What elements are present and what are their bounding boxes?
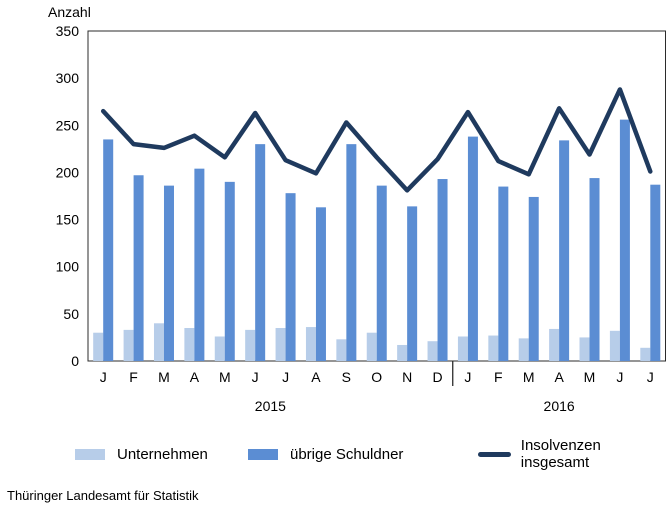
svg-text:200: 200 xyxy=(56,164,80,180)
unternehmen-swatch-icon xyxy=(75,448,105,460)
svg-text:M: M xyxy=(523,369,535,385)
legend-label: Unternehmen xyxy=(117,445,208,463)
svg-text:J: J xyxy=(616,369,623,385)
svg-text:J: J xyxy=(464,369,471,385)
svg-text:F: F xyxy=(494,369,503,385)
chart-legend: Unternehmen übrige Schuldner Insolvenzen… xyxy=(0,437,668,471)
svg-text:50: 50 xyxy=(63,306,79,322)
svg-text:M: M xyxy=(158,369,170,385)
legend-label: übrige Schuldner xyxy=(290,445,404,463)
svg-text:150: 150 xyxy=(56,212,80,228)
svg-text:300: 300 xyxy=(56,70,80,86)
svg-text:2015: 2015 xyxy=(255,398,286,414)
svg-text:A: A xyxy=(311,369,321,385)
legend-item-unternehmen: Unternehmen xyxy=(75,441,208,467)
svg-text:0: 0 xyxy=(71,353,79,369)
svg-text:F: F xyxy=(129,369,138,385)
svg-text:O: O xyxy=(371,369,382,385)
svg-text:J: J xyxy=(647,369,654,385)
y-axis-title: Anzahl xyxy=(48,4,91,20)
svg-text:250: 250 xyxy=(56,117,80,133)
svg-text:100: 100 xyxy=(56,259,80,275)
svg-text:J: J xyxy=(252,369,259,385)
svg-text:J: J xyxy=(100,369,107,385)
source-text: Thüringer Landesamt für Statistik xyxy=(7,488,199,503)
insolvency-chart: 0 50 100 150 200 250 300 350 J F M A M J J A S O N D J F M A M J J… xyxy=(56,23,666,414)
legend-item-uebrige-schuldner: übrige Schuldner xyxy=(248,441,403,467)
svg-text:J: J xyxy=(282,369,289,385)
svg-text:2016: 2016 xyxy=(544,398,575,414)
legend-item-insolvenzen-insgesamt: Insolvenzen insgesamt xyxy=(478,437,668,471)
svg-text:D: D xyxy=(432,369,442,385)
insolvenzen-insgesamt-line-swatch-icon xyxy=(478,451,511,457)
svg-text:A: A xyxy=(190,369,200,385)
svg-text:M: M xyxy=(584,369,596,385)
uebrige-schuldner-swatch-icon xyxy=(248,448,278,460)
legend-label: Insolvenzen insgesamt xyxy=(520,437,601,471)
svg-text:A: A xyxy=(554,369,564,385)
svg-text:M: M xyxy=(219,369,231,385)
svg-text:N: N xyxy=(402,369,412,385)
svg-text:S: S xyxy=(342,369,351,385)
svg-text:350: 350 xyxy=(56,23,80,39)
